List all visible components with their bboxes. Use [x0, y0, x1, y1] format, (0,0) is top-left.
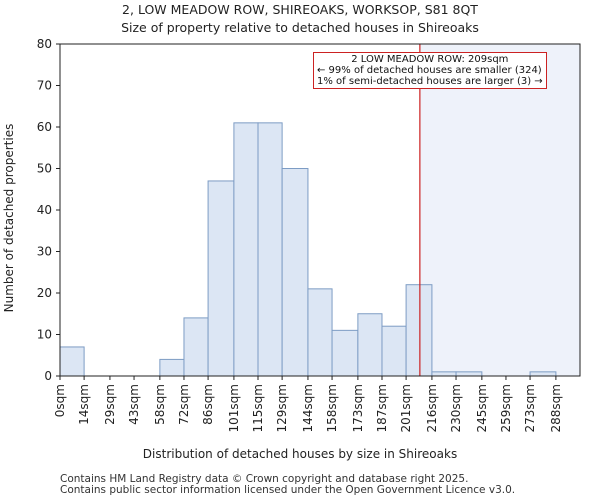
bar-216sqm	[431, 371, 457, 377]
y-axis-label: Number of detached properties	[2, 124, 16, 313]
x-tick-label: 0sqm	[53, 384, 67, 417]
x-tick-label: 14sqm	[77, 384, 91, 425]
bar-230sqm	[455, 371, 483, 377]
highlight-region	[419, 44, 580, 376]
x-tick-label: 72sqm	[177, 384, 191, 425]
x-tick-label: 86sqm	[201, 384, 215, 425]
annotation-box: 2 LOW MEADOW ROW: 209sqm ← 99% of detach…	[313, 52, 547, 89]
y-tick-label: 50	[37, 162, 52, 176]
bar-86sqm	[207, 180, 235, 377]
bar-72sqm	[183, 317, 209, 377]
chart-subtitle: Size of property relative to detached ho…	[121, 20, 479, 35]
annotation-line-2: ← 99% of detached houses are smaller (32…	[317, 65, 542, 76]
y-tick-label: 70	[37, 79, 52, 93]
y-tick-label: 20	[37, 286, 52, 300]
bar-101sqm	[233, 122, 259, 377]
x-tick-label: 288sqm	[549, 384, 563, 432]
y-tick-label: 10	[37, 328, 52, 342]
x-tick-label: 230sqm	[449, 384, 463, 432]
x-tick-label: 245sqm	[475, 384, 489, 432]
annotation-line-1: 2 LOW MEADOW ROW: 209sqm	[351, 54, 509, 65]
y-tick-label: 80	[37, 37, 52, 51]
footer-line-1: Contains HM Land Registry data © Crown c…	[60, 473, 469, 485]
bar-0sqm	[59, 346, 85, 377]
x-tick-label: 173sqm	[351, 384, 365, 432]
chart-title: 2, LOW MEADOW ROW, SHIREOAKS, WORKSOP, S…	[122, 2, 478, 17]
x-tick-label: 43sqm	[127, 384, 141, 425]
bar-173sqm	[357, 313, 383, 377]
bar-144sqm	[307, 288, 333, 377]
bar-158sqm	[331, 329, 359, 377]
x-tick-label: 129sqm	[275, 384, 289, 432]
bar-129sqm	[281, 168, 309, 377]
x-tick-label: 216sqm	[425, 384, 439, 432]
y-tick-label: 60	[37, 120, 52, 134]
x-tick-label: 101sqm	[227, 384, 241, 432]
x-tick-label: 187sqm	[375, 384, 389, 432]
bar-187sqm	[381, 325, 407, 377]
y-tick-label: 0	[44, 369, 52, 383]
x-tick-label: 273sqm	[523, 384, 537, 432]
x-tick-label: 29sqm	[103, 384, 117, 425]
bar-58sqm	[159, 358, 185, 377]
y-tick-label: 40	[37, 203, 52, 217]
x-tick-label: 259sqm	[499, 384, 513, 432]
bar-273sqm	[529, 371, 557, 377]
bar-201sqm	[405, 284, 433, 377]
annotation-line-3: 1% of semi-detached houses are larger (3…	[317, 76, 543, 87]
y-tick-label: 30	[37, 245, 52, 259]
x-axis-label: Distribution of detached houses by size …	[143, 447, 457, 461]
x-tick-label: 58sqm	[153, 384, 167, 425]
bar-115sqm	[257, 122, 283, 377]
x-tick-label: 115sqm	[251, 384, 265, 432]
x-tick-label: 158sqm	[325, 384, 339, 432]
x-tick-label: 144sqm	[301, 384, 315, 432]
x-tick-label: 201sqm	[399, 384, 413, 432]
footer-line-2: Contains public sector information licen…	[60, 484, 516, 496]
